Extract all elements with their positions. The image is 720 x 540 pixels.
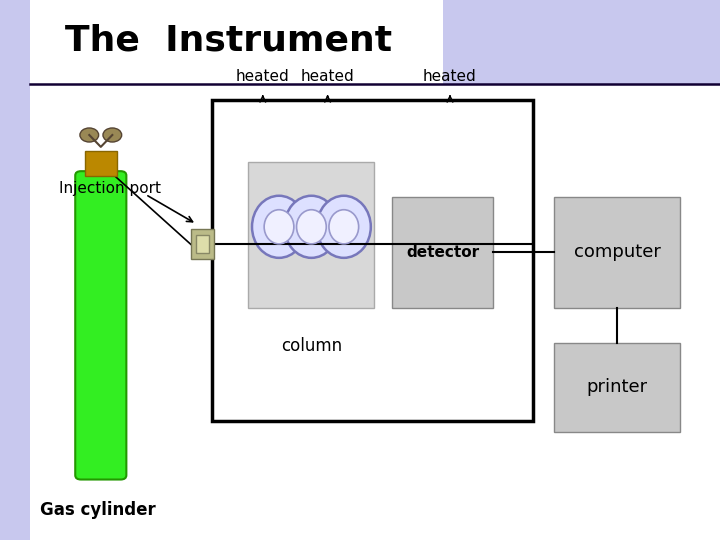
Bar xyxy=(554,343,680,432)
Ellipse shape xyxy=(284,195,338,258)
Bar xyxy=(554,197,680,308)
Bar xyxy=(196,235,209,253)
Ellipse shape xyxy=(297,210,326,244)
Text: detector: detector xyxy=(406,245,480,260)
Bar xyxy=(392,197,493,308)
Ellipse shape xyxy=(329,210,359,244)
Bar xyxy=(248,162,374,308)
Ellipse shape xyxy=(317,195,371,258)
Bar xyxy=(0,0,30,540)
Text: computer: computer xyxy=(574,244,661,261)
Bar xyxy=(443,0,720,84)
Text: column: column xyxy=(281,336,342,355)
Circle shape xyxy=(103,128,122,142)
FancyBboxPatch shape xyxy=(76,171,127,480)
Text: Injection port: Injection port xyxy=(59,181,161,197)
Text: heated: heated xyxy=(423,69,477,84)
Bar xyxy=(212,100,533,421)
Text: Gas cylinder: Gas cylinder xyxy=(40,501,156,519)
Text: heated: heated xyxy=(236,69,289,84)
Text: The  Instrument: The Instrument xyxy=(65,24,392,57)
Bar xyxy=(191,230,214,259)
Ellipse shape xyxy=(264,210,294,244)
Bar xyxy=(85,151,117,176)
Text: printer: printer xyxy=(587,379,648,396)
Ellipse shape xyxy=(252,195,306,258)
Circle shape xyxy=(80,128,99,142)
Text: heated: heated xyxy=(301,69,354,84)
